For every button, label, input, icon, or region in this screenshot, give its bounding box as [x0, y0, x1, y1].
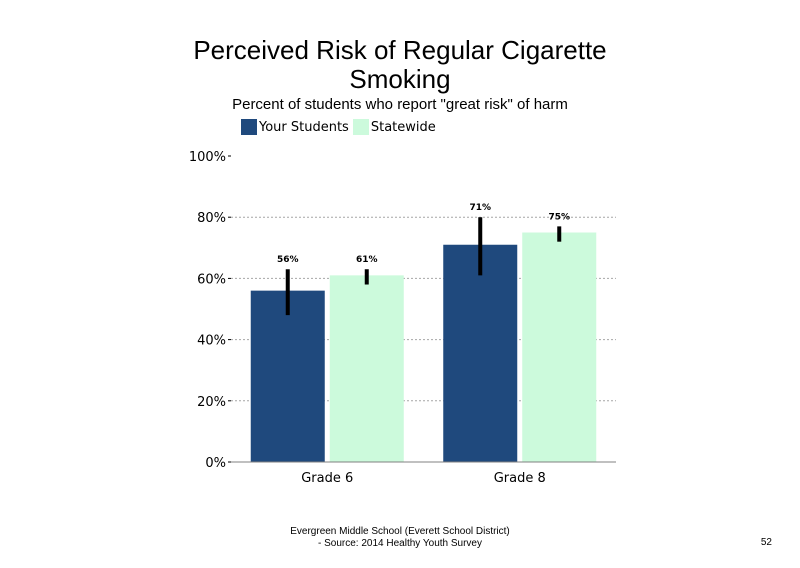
chart-subtitle: Percent of students who report "great ri…	[232, 96, 568, 113]
x-tick-label: Grade 6	[301, 471, 353, 486]
bar	[329, 275, 404, 462]
y-tick-label: 0%	[205, 456, 226, 471]
footer-school-line: Evergreen Middle School (Everett School …	[290, 526, 510, 537]
bar	[250, 290, 325, 462]
data-label: 71%	[469, 203, 491, 213]
y-tick-label: 80%	[197, 211, 226, 226]
slide-footer: Evergreen Middle School (Everett School …	[200, 526, 600, 550]
bar	[522, 232, 597, 462]
legend-item-statewide: Statewide	[352, 119, 436, 135]
y-tick-label: 40%	[197, 334, 226, 349]
page-number: 52	[760, 537, 772, 548]
data-label: 61%	[356, 255, 378, 265]
bar	[443, 244, 518, 462]
chart-title: Perceived Risk of Regular Cigarette Smok…	[193, 35, 607, 94]
legend-item-your-students: Your Students	[241, 119, 349, 135]
footer-source-line: - Source: 2014 Healthy Youth Survey	[318, 538, 482, 549]
data-label: 56%	[277, 255, 299, 265]
data-label: 75%	[548, 212, 570, 222]
y-tick-label: 100%	[189, 150, 226, 165]
y-tick-label: 20%	[197, 395, 226, 410]
legend-swatch-statewide	[352, 119, 369, 135]
chart-legend: Your Students Statewide	[241, 118, 440, 136]
y-tick-label: 60%	[197, 272, 226, 287]
legend-label-your-students: Your Students	[259, 119, 349, 135]
legend-label-statewide: Statewide	[370, 119, 436, 135]
legend-swatch-your-students	[241, 119, 257, 135]
x-tick-label: Grade 8	[494, 471, 546, 486]
